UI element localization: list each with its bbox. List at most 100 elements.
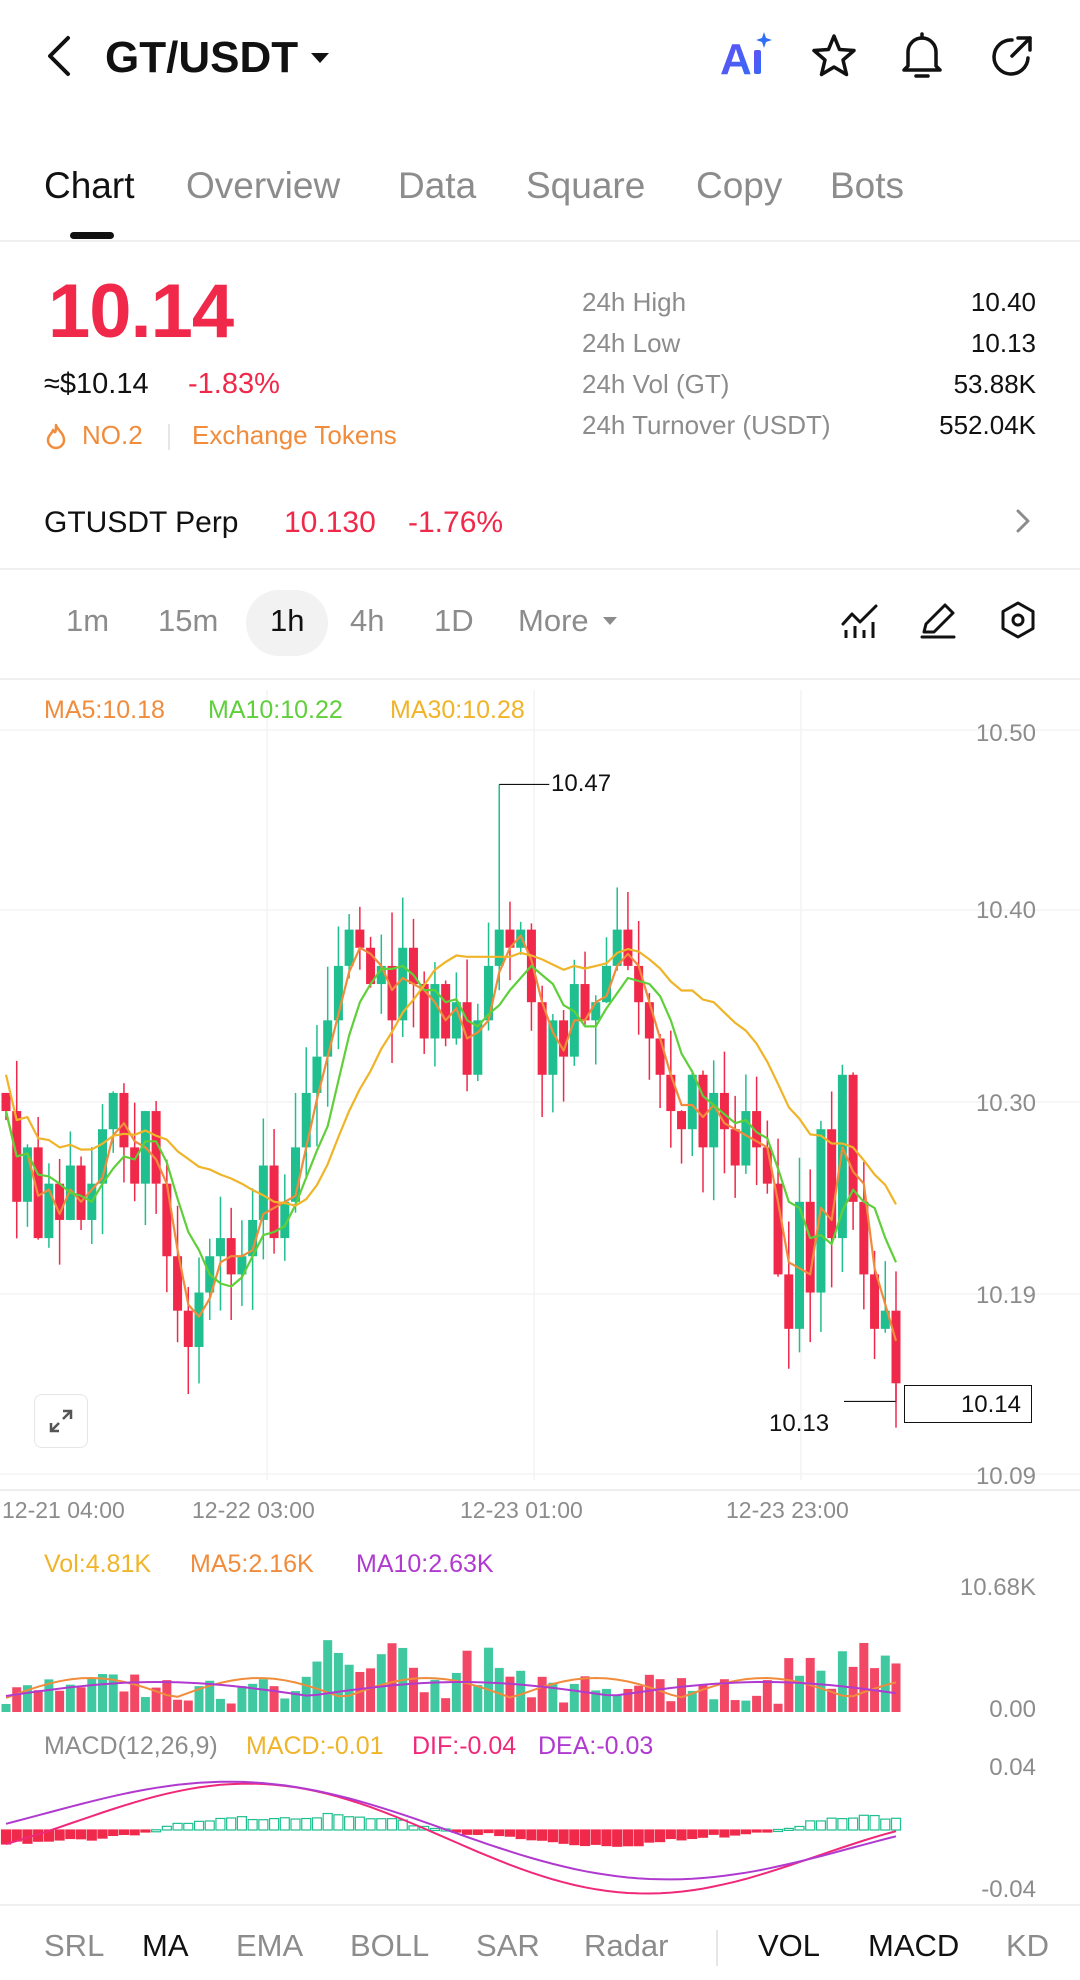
tab-chart[interactable]: Chart	[44, 165, 135, 206]
tab-square[interactable]: Square	[526, 165, 646, 206]
pair-selector[interactable]: GT/USDT	[105, 30, 332, 86]
indicator-tab-boll[interactable]: BOLL	[350, 1928, 430, 1963]
volume-bar	[291, 1691, 301, 1712]
interval-1m[interactable]: 1m	[66, 603, 110, 638]
price-axis-label: 10.40	[975, 897, 1036, 924]
candle-body	[687, 1074, 697, 1130]
indicators-button[interactable]	[840, 600, 880, 645]
ai-button[interactable]: A	[718, 26, 778, 86]
indicator-tab-kd[interactable]: KD	[1006, 1928, 1050, 1963]
chevron-right-icon	[1016, 509, 1030, 533]
settings-hexagon-icon	[1001, 601, 1035, 639]
star-icon	[812, 34, 856, 77]
vol-legend: Vol:4.81K	[44, 1550, 152, 1578]
stat-high-label: 24h High	[582, 287, 687, 317]
candle-body	[183, 1310, 193, 1347]
candle-body	[430, 984, 440, 1039]
expand-chart-button[interactable]	[34, 1394, 88, 1448]
vol-axis-label: 10.68K	[959, 1574, 1036, 1601]
rank-badge[interactable]: NO.2	[44, 420, 143, 451]
macd-histogram-bar	[483, 1829, 494, 1834]
chart-settings-button[interactable]	[998, 600, 1038, 645]
macd-histogram-bar	[687, 1829, 698, 1840]
interval-more[interactable]: More	[518, 603, 619, 639]
candle-body	[805, 1201, 815, 1293]
candle-body	[859, 1201, 869, 1275]
indicator-tab-radar[interactable]: Radar	[584, 1928, 669, 1963]
candle-body	[827, 1129, 837, 1239]
candle-body	[666, 1074, 676, 1112]
interval-4h[interactable]: 4h	[350, 603, 385, 638]
indicator-tab-ema[interactable]: EMA	[236, 1928, 304, 1963]
macd-histogram-bar	[547, 1829, 558, 1843]
indicator-tab-vol[interactable]: VOL	[758, 1928, 821, 1963]
macd-histogram-bar	[301, 1817, 312, 1831]
candle-body	[794, 1201, 804, 1329]
perp-divider	[0, 568, 1080, 570]
macd-histogram-bar	[247, 1818, 258, 1831]
indicator-tab-macd[interactable]: MACD	[868, 1928, 960, 1963]
tab-bots[interactable]: Bots	[830, 165, 905, 206]
macd-histogram-bar	[805, 1820, 816, 1831]
candle-body	[419, 984, 429, 1039]
macd-name-legend: MACD(12,26,9)	[44, 1732, 218, 1760]
tab-copy[interactable]: Copy	[696, 165, 783, 206]
volume-bar	[827, 1688, 837, 1712]
tab-overview[interactable]: Overview	[186, 165, 341, 206]
volume-bar	[387, 1643, 397, 1712]
time-axis-label: 12-23 23:00	[726, 1497, 849, 1523]
interval-1d[interactable]: 1D	[434, 603, 474, 638]
bell-icon	[902, 32, 942, 78]
volume-bar	[140, 1697, 150, 1712]
volume-bar	[194, 1686, 204, 1712]
candle-body	[398, 947, 408, 1021]
active-tab-indicator	[70, 232, 114, 239]
stat-vol-label: 24h Vol (GT)	[582, 369, 730, 399]
macd-histogram-bar	[161, 1825, 172, 1831]
rank-label: NO.2	[82, 420, 143, 450]
interval-15m[interactable]: 15m	[158, 603, 219, 638]
favorite-button[interactable]	[810, 32, 858, 85]
candle-body	[644, 1002, 654, 1039]
alert-button[interactable]	[898, 30, 946, 87]
price-axis-label: 10.30	[975, 1090, 1036, 1117]
candle-body	[580, 984, 590, 1021]
category-link[interactable]: Exchange Tokens	[192, 420, 397, 450]
back-button[interactable]	[40, 32, 80, 80]
high-annotation-label: 10.47	[551, 770, 612, 797]
svg-text:A: A	[720, 35, 752, 84]
draw-button[interactable]	[918, 600, 958, 645]
perp-row[interactable]: GTUSDT Perp 10.130 -1.76%	[0, 482, 1080, 566]
volume-bar	[451, 1672, 461, 1712]
macd-histogram-bar	[344, 1816, 355, 1831]
volume-bar	[87, 1678, 97, 1712]
candlestick-chart[interactable]	[0, 680, 1080, 1500]
volume-bar	[762, 1680, 772, 1712]
time-axis-label: 12-22 03:00	[192, 1497, 315, 1523]
candle-body	[162, 1183, 172, 1257]
interval-1h[interactable]: 1h	[270, 603, 305, 638]
volume-bar	[591, 1690, 601, 1712]
macd-histogram-bar	[419, 1825, 430, 1831]
stat-low-value: 10.13	[970, 328, 1036, 358]
volume-bar	[569, 1683, 579, 1712]
share-button[interactable]	[988, 32, 1036, 85]
indicator-tab-sar[interactable]: SAR	[476, 1928, 540, 1963]
macd-histogram-bar	[697, 1829, 709, 1838]
tab-data[interactable]: Data	[398, 165, 477, 206]
low-annotation-label: 10.13	[769, 1410, 830, 1437]
macd-histogram-bar	[75, 1829, 87, 1840]
candle-body	[280, 1201, 290, 1239]
perp-price: 10.130	[284, 506, 376, 539]
macd-histogram-bar	[354, 1816, 365, 1831]
candle-body	[773, 1183, 783, 1275]
candle-body	[677, 1111, 687, 1130]
macd-histogram-bar	[526, 1829, 537, 1841]
indicator-tab-ma[interactable]: MA	[142, 1928, 189, 1963]
macd-histogram-bar	[601, 1829, 612, 1847]
volume-bar	[376, 1654, 386, 1712]
indicator-tab-srl[interactable]: SRL	[44, 1928, 105, 1963]
dea-legend: DEA:-0.03	[538, 1732, 654, 1760]
volume-bar	[655, 1679, 665, 1712]
candle-body	[730, 1129, 740, 1166]
